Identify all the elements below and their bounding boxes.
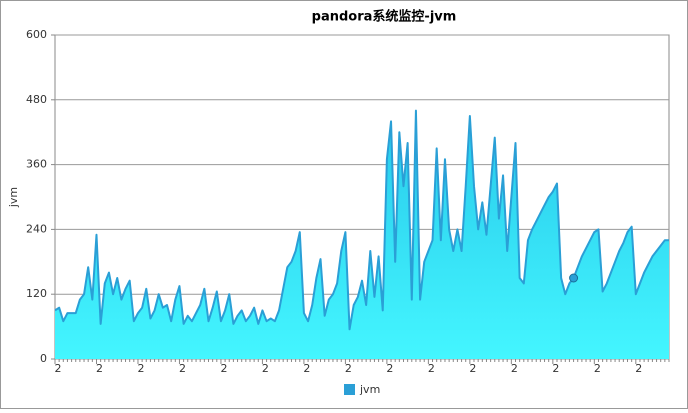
line <box>54 109 669 331</box>
y-tick-label: 480 <box>26 93 47 106</box>
chart-title: pandora系统监控-jvm <box>312 9 457 25</box>
x-tick-label: 2 <box>511 362 518 375</box>
x-tick-label: 2 <box>469 362 476 375</box>
y-tick-label: 120 <box>26 287 47 300</box>
legend[interactable]: jvm <box>344 383 380 396</box>
y-tick-label: 0 <box>40 352 47 365</box>
x-tick-label: 2 <box>220 362 227 375</box>
x-tick-label: 2 <box>552 362 559 375</box>
x-tick-label: 2 <box>635 362 642 375</box>
legend-label[interactable]: jvm <box>359 383 380 396</box>
x-tick-label: 2 <box>345 362 352 375</box>
y-axis-label: jvm <box>7 187 20 208</box>
y-tick-label: 600 <box>26 28 47 41</box>
legend-swatch <box>344 384 355 395</box>
x-tick-label: 2 <box>137 362 144 375</box>
hover-point <box>569 273 579 283</box>
y-tick-label: 360 <box>26 158 47 171</box>
x-tick-label: 2 <box>303 362 310 375</box>
x-tick-label: 2 <box>179 362 186 375</box>
x-tick-label: 2 <box>96 362 103 375</box>
y-tick-label: 240 <box>26 222 47 235</box>
x-tick-label: 2 <box>55 362 62 375</box>
x-tick-label: 2 <box>262 362 269 375</box>
x-tick-label: 2 <box>594 362 601 375</box>
x-tick-label: 2 <box>428 362 435 375</box>
x-tick-label: 2 <box>386 362 393 375</box>
